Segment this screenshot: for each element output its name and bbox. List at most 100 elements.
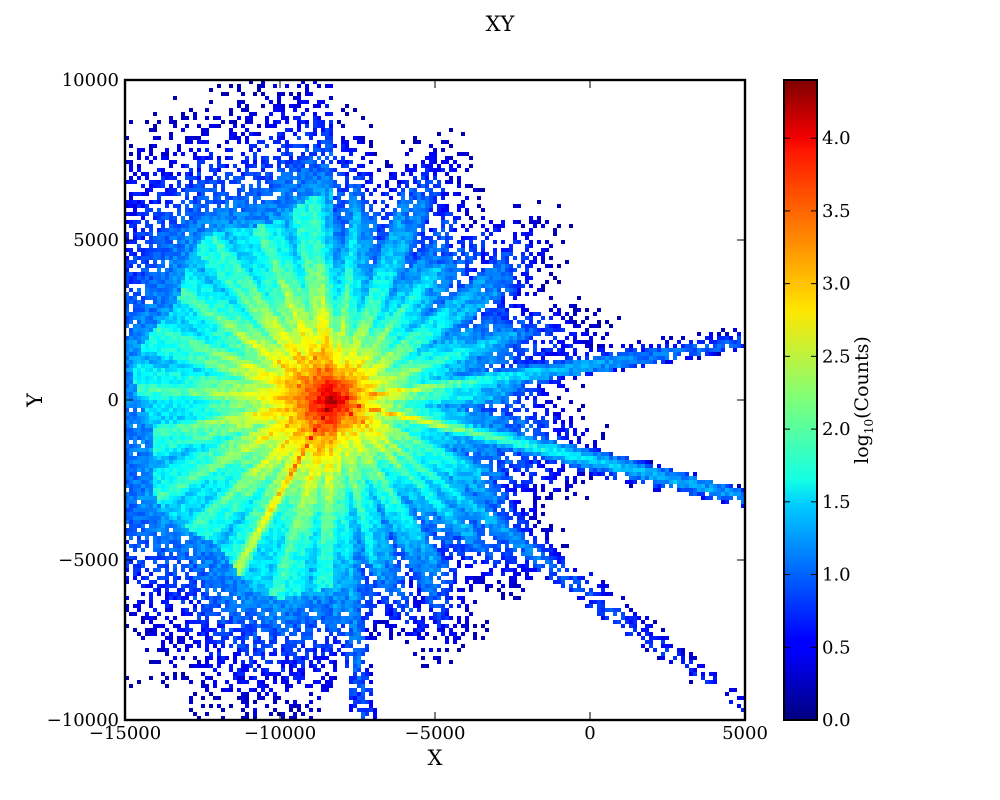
- heatmap-cell: [493, 344, 497, 348]
- heatmap-cell: [153, 252, 157, 256]
- heatmap-cell: [241, 108, 245, 112]
- heatmap-cell: [181, 300, 185, 304]
- heatmap-cell: [209, 316, 213, 320]
- heatmap-cell: [437, 336, 441, 340]
- heatmap-cell: [325, 236, 329, 240]
- heatmap-cell: [221, 228, 225, 232]
- heatmap-cell: [237, 364, 241, 368]
- heatmap-cell: [313, 368, 317, 372]
- heatmap-cell: [405, 300, 409, 304]
- heatmap-cell: [381, 328, 385, 332]
- heatmap-cell: [189, 304, 193, 308]
- heatmap-cell: [157, 316, 161, 320]
- heatmap-cell: [481, 252, 485, 256]
- heatmap-cell: [417, 260, 421, 264]
- heatmap-cell: [533, 324, 537, 328]
- heatmap-cell: [213, 124, 217, 128]
- heatmap-cell: [173, 252, 177, 256]
- heatmap-cell: [361, 176, 365, 180]
- heatmap-cell: [221, 264, 225, 268]
- heatmap-cell: [337, 200, 341, 204]
- heatmap-cell: [201, 272, 205, 276]
- heatmap-cell: [197, 176, 201, 180]
- heatmap-cell: [161, 316, 165, 320]
- heatmap-cell: [385, 360, 389, 364]
- heatmap-cell: [197, 168, 201, 172]
- heatmap-cell: [245, 284, 249, 288]
- heatmap-cell: [409, 344, 413, 348]
- heatmap-cell: [357, 344, 361, 348]
- heatmap-cell: [241, 176, 245, 180]
- heatmap-cell: [369, 304, 373, 308]
- heatmap-cell: [245, 212, 249, 216]
- heatmap-cell: [233, 268, 237, 272]
- heatmap-cell: [473, 316, 477, 320]
- heatmap-cell: [405, 272, 409, 276]
- heatmap-cell: [501, 296, 505, 300]
- heatmap-cell: [233, 164, 237, 168]
- heatmap-cell: [441, 256, 445, 260]
- heatmap-cell: [185, 256, 189, 260]
- heatmap-cell: [373, 360, 377, 364]
- heatmap-cell: [397, 300, 401, 304]
- heatmap-cell: [401, 276, 405, 280]
- heatmap-cell: [605, 320, 609, 324]
- heatmap-cell: [161, 156, 165, 160]
- heatmap-cell: [457, 208, 461, 212]
- heatmap-cell: [721, 344, 725, 348]
- heatmap-cell: [489, 272, 493, 276]
- heatmap-cell: [341, 332, 345, 336]
- heatmap-cell: [241, 160, 245, 164]
- heatmap-cell: [237, 204, 241, 208]
- heatmap-cell: [389, 356, 393, 360]
- heatmap-cell: [149, 252, 153, 256]
- heatmap-cell: [285, 208, 289, 212]
- heatmap-cell: [457, 360, 461, 364]
- heatmap-cell: [401, 360, 405, 364]
- heatmap-cell: [265, 360, 269, 364]
- heatmap-cell: [141, 268, 145, 272]
- heatmap-cell: [385, 364, 389, 368]
- heatmap-cell: [409, 288, 413, 292]
- heatmap-cell: [309, 316, 313, 320]
- heatmap-cell: [357, 300, 361, 304]
- heatmap-cell: [341, 272, 345, 276]
- heatmap-cell: [273, 296, 277, 300]
- heatmap-cell: [201, 360, 205, 364]
- heatmap-cell: [169, 272, 173, 276]
- heatmap-cell: [593, 356, 597, 360]
- heatmap-cell: [357, 208, 361, 212]
- heatmap-cell: [365, 260, 369, 264]
- heatmap-cell: [253, 164, 257, 168]
- heatmap-cell: [217, 232, 221, 236]
- heatmap-cell: [437, 272, 441, 276]
- heatmap-cell: [285, 228, 289, 232]
- heatmap-cell: [365, 304, 369, 308]
- heatmap-cell: [533, 224, 537, 228]
- heatmap-cell: [665, 340, 669, 344]
- heatmap-cell: [305, 356, 309, 360]
- heatmap-cell: [409, 256, 413, 260]
- heatmap-cell: [261, 208, 265, 212]
- heatmap-cell: [505, 264, 509, 268]
- heatmap-cell: [229, 136, 233, 140]
- heatmap-cell: [357, 340, 361, 344]
- heatmap-cell: [441, 296, 445, 300]
- heatmap-cell: [181, 308, 185, 312]
- heatmap-cell: [309, 264, 313, 268]
- heatmap-cell: [321, 140, 325, 144]
- heatmap-cell: [173, 320, 177, 324]
- heatmap-cell: [193, 260, 197, 264]
- heatmap-cell: [313, 176, 317, 180]
- heatmap-cell: [473, 324, 477, 328]
- heatmap-cell: [385, 308, 389, 312]
- heatmap-cell: [313, 256, 317, 260]
- heatmap-cell: [153, 292, 157, 296]
- heatmap-cell: [505, 320, 509, 324]
- heatmap-cell: [437, 168, 441, 172]
- heatmap-cell: [297, 104, 301, 108]
- heatmap-cell: [241, 264, 245, 268]
- heatmap-cell: [261, 232, 265, 236]
- heatmap-cell: [257, 276, 261, 280]
- heatmap-cell: [473, 244, 477, 248]
